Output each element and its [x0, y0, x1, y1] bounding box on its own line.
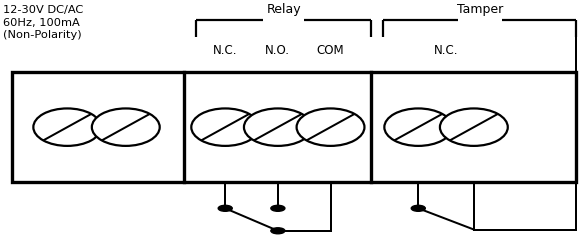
Bar — [12, 72, 576, 182]
Ellipse shape — [191, 108, 259, 146]
Circle shape — [271, 205, 285, 211]
Text: COM: COM — [316, 44, 345, 57]
Ellipse shape — [33, 108, 101, 146]
Text: N.C.: N.C. — [433, 44, 458, 57]
Circle shape — [411, 205, 425, 211]
Ellipse shape — [384, 108, 452, 146]
Ellipse shape — [297, 108, 364, 146]
Text: Relay: Relay — [266, 3, 301, 16]
Circle shape — [218, 205, 232, 211]
Ellipse shape — [92, 108, 160, 146]
Circle shape — [271, 228, 285, 234]
Text: Tamper: Tamper — [456, 3, 503, 16]
Text: 12-30V DC/AC
60Hz, 100mA
(Non-Polarity): 12-30V DC/AC 60Hz, 100mA (Non-Polarity) — [3, 5, 83, 40]
Ellipse shape — [244, 108, 312, 146]
Ellipse shape — [440, 108, 508, 146]
Text: N.C.: N.C. — [213, 44, 238, 57]
Text: N.O.: N.O. — [266, 44, 290, 57]
